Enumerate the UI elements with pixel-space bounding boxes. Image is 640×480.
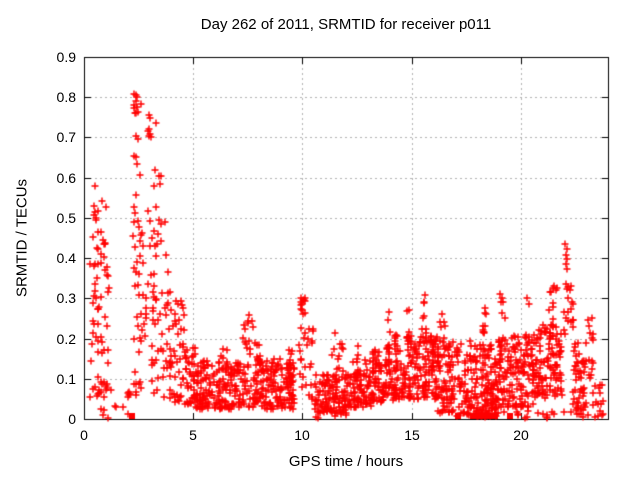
y-tick-label: 0.6	[56, 170, 76, 186]
y-tick-label: 0.3	[56, 290, 76, 306]
x-tick-label: 5	[189, 427, 197, 443]
y-tick-label: 0.4	[56, 250, 76, 266]
x-tick-label: 10	[294, 427, 310, 443]
y-tick-label: 0.7	[56, 129, 76, 145]
y-tick-label: 0.8	[56, 89, 76, 105]
chart-title: Day 262 of 2011, SRMTID for receiver p01…	[200, 16, 492, 33]
x-tick-label: 0	[80, 427, 88, 443]
y-tick-label: 0.2	[56, 331, 76, 347]
x-tick-label: 15	[404, 427, 420, 443]
x-axis-label: GPS time / hours	[288, 453, 404, 470]
y-tick-label: 0.1	[56, 371, 76, 387]
x-tick-label: 20	[513, 427, 529, 443]
y-tick-label: 0	[68, 411, 76, 427]
y-tick-label: 0.5	[56, 210, 76, 226]
y-axis-label: SRMTID / TECUs	[13, 178, 31, 298]
y-tick-label: 0.9	[56, 49, 76, 65]
